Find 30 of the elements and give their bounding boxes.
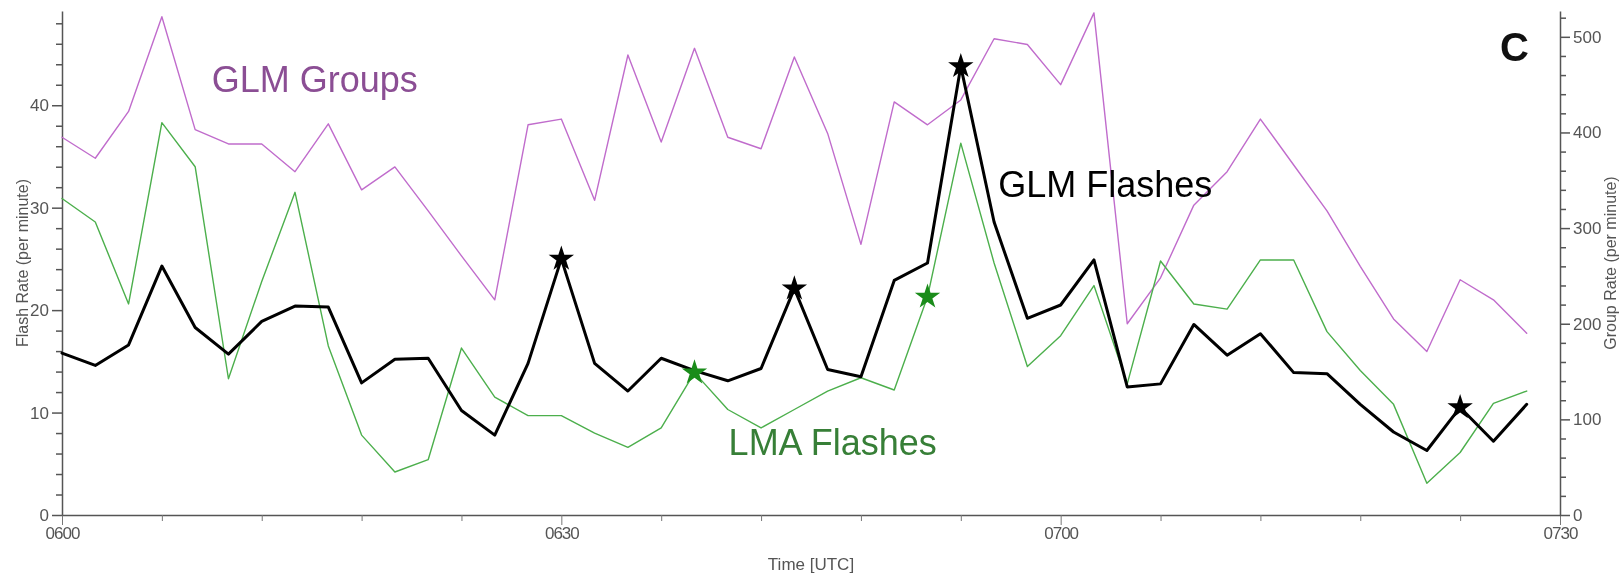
line-series: [61, 121, 1528, 484]
x-axis-title: Time [UTC]: [767, 555, 855, 574]
x-tick-label: 0730: [1543, 524, 1578, 544]
y2-tick-label: 300: [1573, 219, 1602, 239]
y-tick-label: 30: [30, 198, 49, 218]
y-tick-label: 20: [30, 301, 49, 321]
point: [681, 359, 708, 384]
series-label: GLM Groups: [211, 58, 418, 100]
x-tick-label: 0700: [1044, 524, 1079, 544]
annotation: C: [1500, 25, 1529, 69]
y2-tick-label: 400: [1573, 123, 1602, 143]
point: [781, 275, 808, 300]
y2-tick-label: 0: [1573, 505, 1583, 525]
y-tick-label: 10: [30, 403, 49, 423]
y2-tick-label: 500: [1573, 27, 1602, 47]
y-axis-title: Flash Rate (per minute): [14, 178, 31, 348]
point: [1447, 394, 1473, 419]
series-label: LMA Flashes: [728, 421, 937, 463]
x-tick-label: 0630: [544, 524, 580, 544]
y2-tick-label: 100: [1573, 410, 1602, 430]
y2-tick-label: 200: [1573, 314, 1602, 334]
y2-axis-title: Group Rate (per minute): [1602, 176, 1619, 350]
point: [548, 245, 575, 270]
x-tick-label: 0600: [45, 524, 80, 544]
line-series: [61, 12, 1528, 353]
y-tick-label: 40: [30, 96, 49, 116]
point: [948, 52, 974, 78]
y-tick-label: 0: [39, 505, 49, 525]
series-label: GLM Flashes: [998, 164, 1213, 206]
point: [914, 283, 941, 308]
